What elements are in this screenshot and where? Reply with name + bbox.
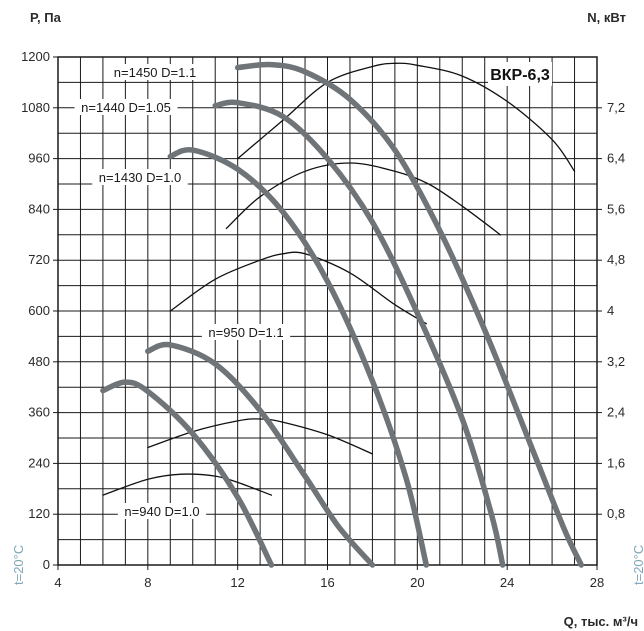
y-right-tick-label: 1,6 <box>607 455 625 470</box>
curve-labels: n=1450 D=1.1 n=1440 D=1.05 n=1430 D=1.0 n=9… <box>74 62 552 519</box>
curve-label: n=1440 D=1.05 <box>81 100 171 115</box>
title-background <box>488 62 552 86</box>
x-tick-label: 16 <box>320 575 334 590</box>
pressure-curve <box>100 379 275 568</box>
x-tick-label: 4 <box>54 575 61 590</box>
y-left-tick-label: 1200 <box>21 49 50 64</box>
curve-label-background <box>201 324 291 340</box>
pressure-curve <box>145 341 376 568</box>
pressure-curve <box>234 61 585 568</box>
x-tick-label: 28 <box>590 575 604 590</box>
y-right-tick-label: 7,2 <box>607 100 625 115</box>
pressure-curves <box>100 61 585 568</box>
y-left-axis-title: P, Па <box>30 10 62 25</box>
chart-title: ВКР-6,3 <box>490 67 550 84</box>
y-left-tick-label: 240 <box>28 455 50 470</box>
curve-label-background <box>107 64 203 80</box>
y-left-tick-label: 960 <box>28 151 50 166</box>
x-axis-title: Q, тыс. м³/ч <box>564 614 638 629</box>
grid <box>57 56 598 566</box>
y-left-tick-label: 600 <box>28 303 50 318</box>
y-left-tick-label: 840 <box>28 201 50 216</box>
y-left-tick-label: 0 <box>43 557 50 572</box>
curve-label: n=940 D=1.0 <box>124 504 199 519</box>
y-right-tick-label: 6,4 <box>607 151 625 166</box>
y-left-tick-label: 480 <box>28 354 50 369</box>
curve-label: n=1430 D=1.0 <box>99 170 181 185</box>
ticks: 0 120 240 360 480 600 720 840 960 1080 1200 0,8 1,6 2… <box>21 49 625 590</box>
y-right-tick-label: 4 <box>607 303 614 318</box>
y-right-tick-label: 2,4 <box>607 405 625 420</box>
curve-label-background <box>92 169 188 185</box>
temperature-label-right: t=20°C <box>631 545 644 585</box>
curve-label-background <box>117 503 207 519</box>
y-right-tick-label: 5,6 <box>607 201 625 216</box>
y-right-tick-label: 4,8 <box>607 252 625 267</box>
y-left-tick-label: 120 <box>28 506 50 521</box>
power-curves <box>102 62 576 496</box>
temperature-label-left: t=20°C <box>11 545 26 585</box>
x-tick-label: 8 <box>144 575 151 590</box>
y-right-tick-label: 3,2 <box>607 354 625 369</box>
x-tick-label: 24 <box>500 575 514 590</box>
power-curve <box>225 162 502 236</box>
pressure-curve <box>212 99 506 568</box>
curve-label-background <box>74 99 178 115</box>
curve-label: n=950 D=1.1 <box>208 325 283 340</box>
power-curve <box>169 251 427 325</box>
y-left-tick-label: 1080 <box>21 100 50 115</box>
x-tick-label: 12 <box>230 575 244 590</box>
y-right-axis-title: N, кВт <box>587 10 626 25</box>
y-left-tick-label: 720 <box>28 252 50 267</box>
curve-label: n=1450 D=1.1 <box>114 65 196 80</box>
y-right-tick-label: 0,8 <box>607 506 625 521</box>
y-left-tick-label: 360 <box>28 405 50 420</box>
power-curve <box>237 62 576 172</box>
power-curve <box>102 473 273 496</box>
x-tick-label: 20 <box>410 575 424 590</box>
pressure-curve <box>167 146 430 568</box>
